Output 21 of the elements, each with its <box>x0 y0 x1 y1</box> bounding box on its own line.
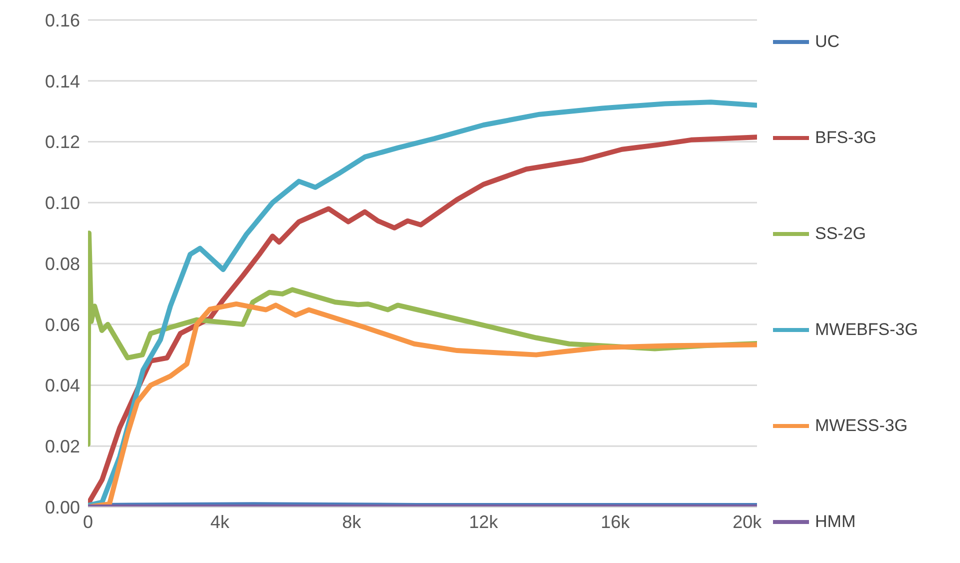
x-tick-label: 16k <box>600 512 631 532</box>
legend-label: BFS-3G <box>815 128 876 148</box>
y-tick-label: 0.10 <box>44 193 80 214</box>
legend-label: MWEBFS-3G <box>815 320 918 340</box>
x-tick-label: 4k <box>210 512 230 532</box>
y-tick-label: 0.02 <box>44 436 80 457</box>
y-tick-label: 0.04 <box>44 376 80 396</box>
legend-label: UC <box>815 32 840 52</box>
y-tick-label: 0.16 <box>44 10 80 30</box>
y-tick-label: 0.00 <box>44 497 80 518</box>
y-tick-label: 0.12 <box>44 132 80 152</box>
x-tick-label: 12k <box>468 512 499 532</box>
legend-label: MWESS-3G <box>815 416 908 436</box>
y-tick-label: 0.08 <box>44 254 80 274</box>
y-tick-label: 0.06 <box>44 314 80 335</box>
y-tick-label: 0.14 <box>44 71 80 92</box>
legend-label: HMM <box>815 512 856 532</box>
x-tick-label: 0 <box>82 512 94 532</box>
x-tick-label: 20k <box>732 512 763 532</box>
x-tick-label: 8k <box>342 512 362 532</box>
legend-label: SS-2G <box>815 224 866 244</box>
